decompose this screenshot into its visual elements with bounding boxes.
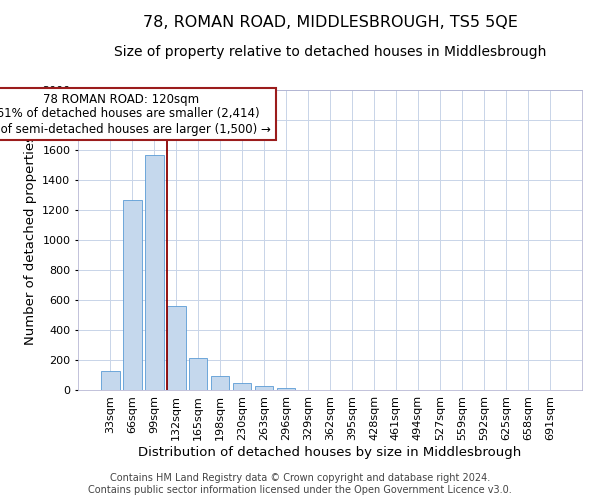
Bar (167, 306, 185, 390)
Text: 78 ROMAN ROAD: 120sqm
← 61% of detached houses are smaller (2,414)
38% of semi-d: 78 ROMAN ROAD: 120sqm ← 61% of detached … (0, 92, 271, 136)
Bar (277, 388, 295, 390)
Bar (123, 200, 142, 390)
Bar (255, 386, 274, 390)
Bar (101, 370, 119, 390)
Text: Size of property relative to detached houses in Middlesbrough: Size of property relative to detached ho… (114, 45, 546, 59)
Bar (233, 382, 251, 390)
Text: 78, ROMAN ROAD, MIDDLESBROUGH, TS5 5QE: 78, ROMAN ROAD, MIDDLESBROUGH, TS5 5QE (143, 15, 517, 30)
X-axis label: Distribution of detached houses by size in Middlesbrough: Distribution of detached houses by size … (139, 446, 521, 458)
Bar (189, 358, 208, 390)
Bar (145, 154, 164, 390)
Text: Contains HM Land Registry data © Crown copyright and database right 2024.
Contai: Contains HM Land Registry data © Crown c… (88, 474, 512, 495)
Y-axis label: Number of detached properties: Number of detached properties (23, 135, 37, 345)
Bar (211, 376, 229, 390)
